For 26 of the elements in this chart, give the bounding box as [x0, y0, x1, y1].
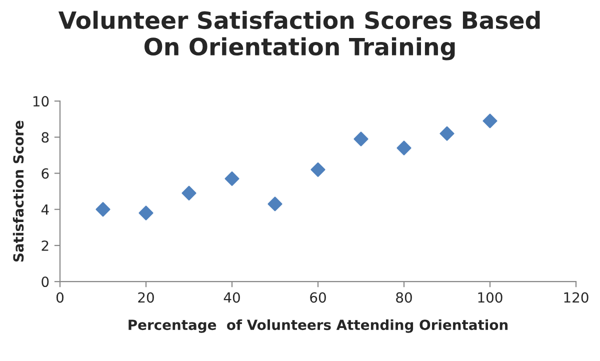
- y-tick-label: 8: [42, 132, 49, 143]
- point: [182, 186, 196, 200]
- x-tick-label: 60: [310, 292, 326, 303]
- y-tick-label: 6: [42, 168, 49, 179]
- y-tick-label: 10: [33, 96, 49, 107]
- x-tick-label: 20: [138, 292, 154, 303]
- point: [396, 140, 412, 156]
- point: [354, 132, 368, 146]
- point: [268, 196, 282, 212]
- point: [96, 202, 110, 217]
- y-tick-label: 0: [42, 276, 49, 288]
- point: [224, 171, 240, 186]
- x-tick-label: 80: [396, 292, 412, 303]
- point: [310, 162, 326, 177]
- x-tick-label: 100: [478, 292, 502, 303]
- point: [482, 114, 498, 128]
- x-tick-label: 120: [564, 292, 588, 303]
- point: [138, 206, 154, 220]
- x-tick-label: 40: [224, 292, 240, 303]
- chart-title: Volunteer Satisfaction Scores Based On Orientation Training: [58, 10, 540, 60]
- x-tick-label: 0: [56, 292, 64, 303]
- y-tick-label: 2: [42, 240, 48, 251]
- x-axis-title: Percentage of Volunteers Attending Orientation: [128, 319, 508, 333]
- point: [440, 126, 454, 141]
- y-axis-title: Satisfaction Score: [12, 120, 24, 262]
- y-tick-label: 4: [41, 204, 49, 215]
